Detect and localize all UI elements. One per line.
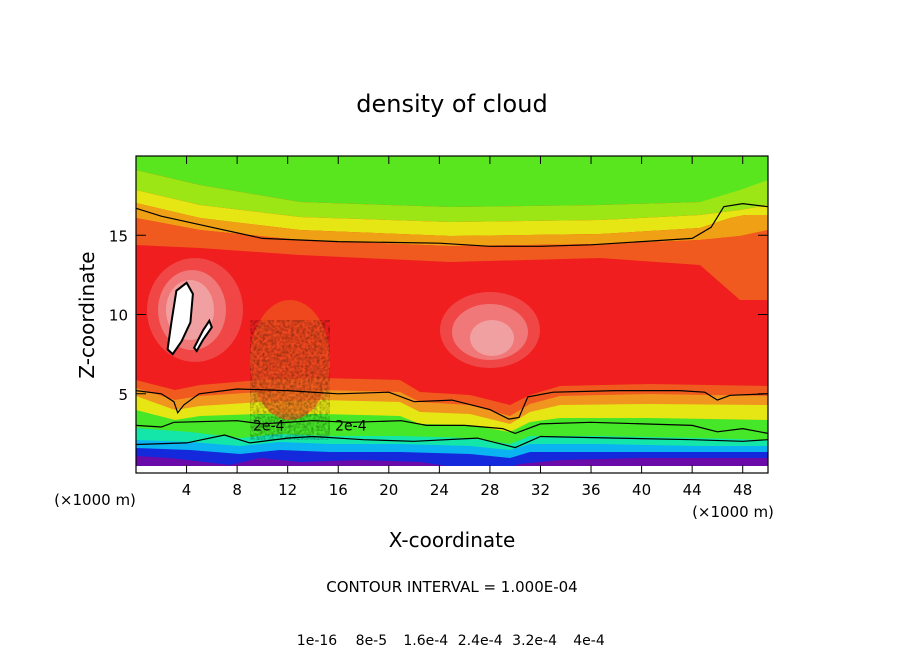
contour-label-0: 2e-4 [335,418,367,434]
x-tick-label-8: 8 [232,481,242,499]
y-axis-label: Z-coordinate [75,251,99,378]
hole-main [166,281,194,356]
band-bottom-white [136,466,768,473]
y-tick-label-10: 10 [109,307,128,325]
contour-2e-4 [136,420,768,435]
colorbar-label-2: 1.6e-4 [403,633,448,649]
contour-labels: 2e-4 2e-4 [253,418,367,434]
colorbar-label-0: 1e-16 [297,633,337,649]
x-tick-label-4: 4 [182,481,192,499]
band-top-redorange [136,218,768,300]
x-tick-label-20: 20 [379,481,398,499]
x-axis: 4 8 12 16 20 24 28 32 36 40 44 48 [182,156,752,499]
x-unit-left: (×1000 m) [54,491,136,509]
x-tick-label-24: 24 [430,481,449,499]
x-axis-label: X-coordinate [389,528,516,552]
chart-title: density of cloud [356,90,547,118]
contour-label-1: 2e-4 [253,418,285,434]
band-top-yellow [136,190,768,236]
x-tick-label-40: 40 [632,481,651,499]
band-top-orange [136,203,768,246]
hole-small [192,318,213,353]
x-tick-label-36: 36 [581,481,600,499]
colorbar-label-4: 3.2e-4 [512,633,557,649]
y-axis: 5 10 15 [109,227,768,404]
x-tick-label-32: 32 [531,481,550,499]
upper-envelope [136,202,768,247]
contour-lines [136,202,768,449]
x-tick-label-28: 28 [480,481,499,499]
x-tick-label-16: 16 [329,481,348,499]
y-tick-label-5: 5 [118,386,128,404]
x-tick-label-12: 12 [278,481,297,499]
colorbar-labels: 1e-16 8e-5 1.6e-4 2.4e-4 3.2e-4 4e-4 [297,633,605,649]
colorbar-label-5: 4e-4 [573,633,605,649]
x-tick-label-48: 48 [733,481,752,499]
colorbar-label-3: 2.4e-4 [458,633,503,649]
contour-1e-4 [136,434,768,449]
contour-field [136,156,768,473]
turbulent-texture [250,320,330,440]
lower-envelope [136,388,768,420]
x-tick-label-44: 44 [683,481,702,499]
band-top-yellowgreen [136,170,768,222]
band-top-green [136,156,768,207]
y-tick-label-15: 15 [109,227,128,245]
x-unit-right: (×1000 m) [692,503,774,521]
zero-regions [166,281,213,356]
core-right-lightpink [470,320,514,356]
contour-interval-text: CONTOUR INTERVAL = 1.000E-04 [326,578,577,596]
colorbar-label-1: 8e-5 [356,633,387,649]
